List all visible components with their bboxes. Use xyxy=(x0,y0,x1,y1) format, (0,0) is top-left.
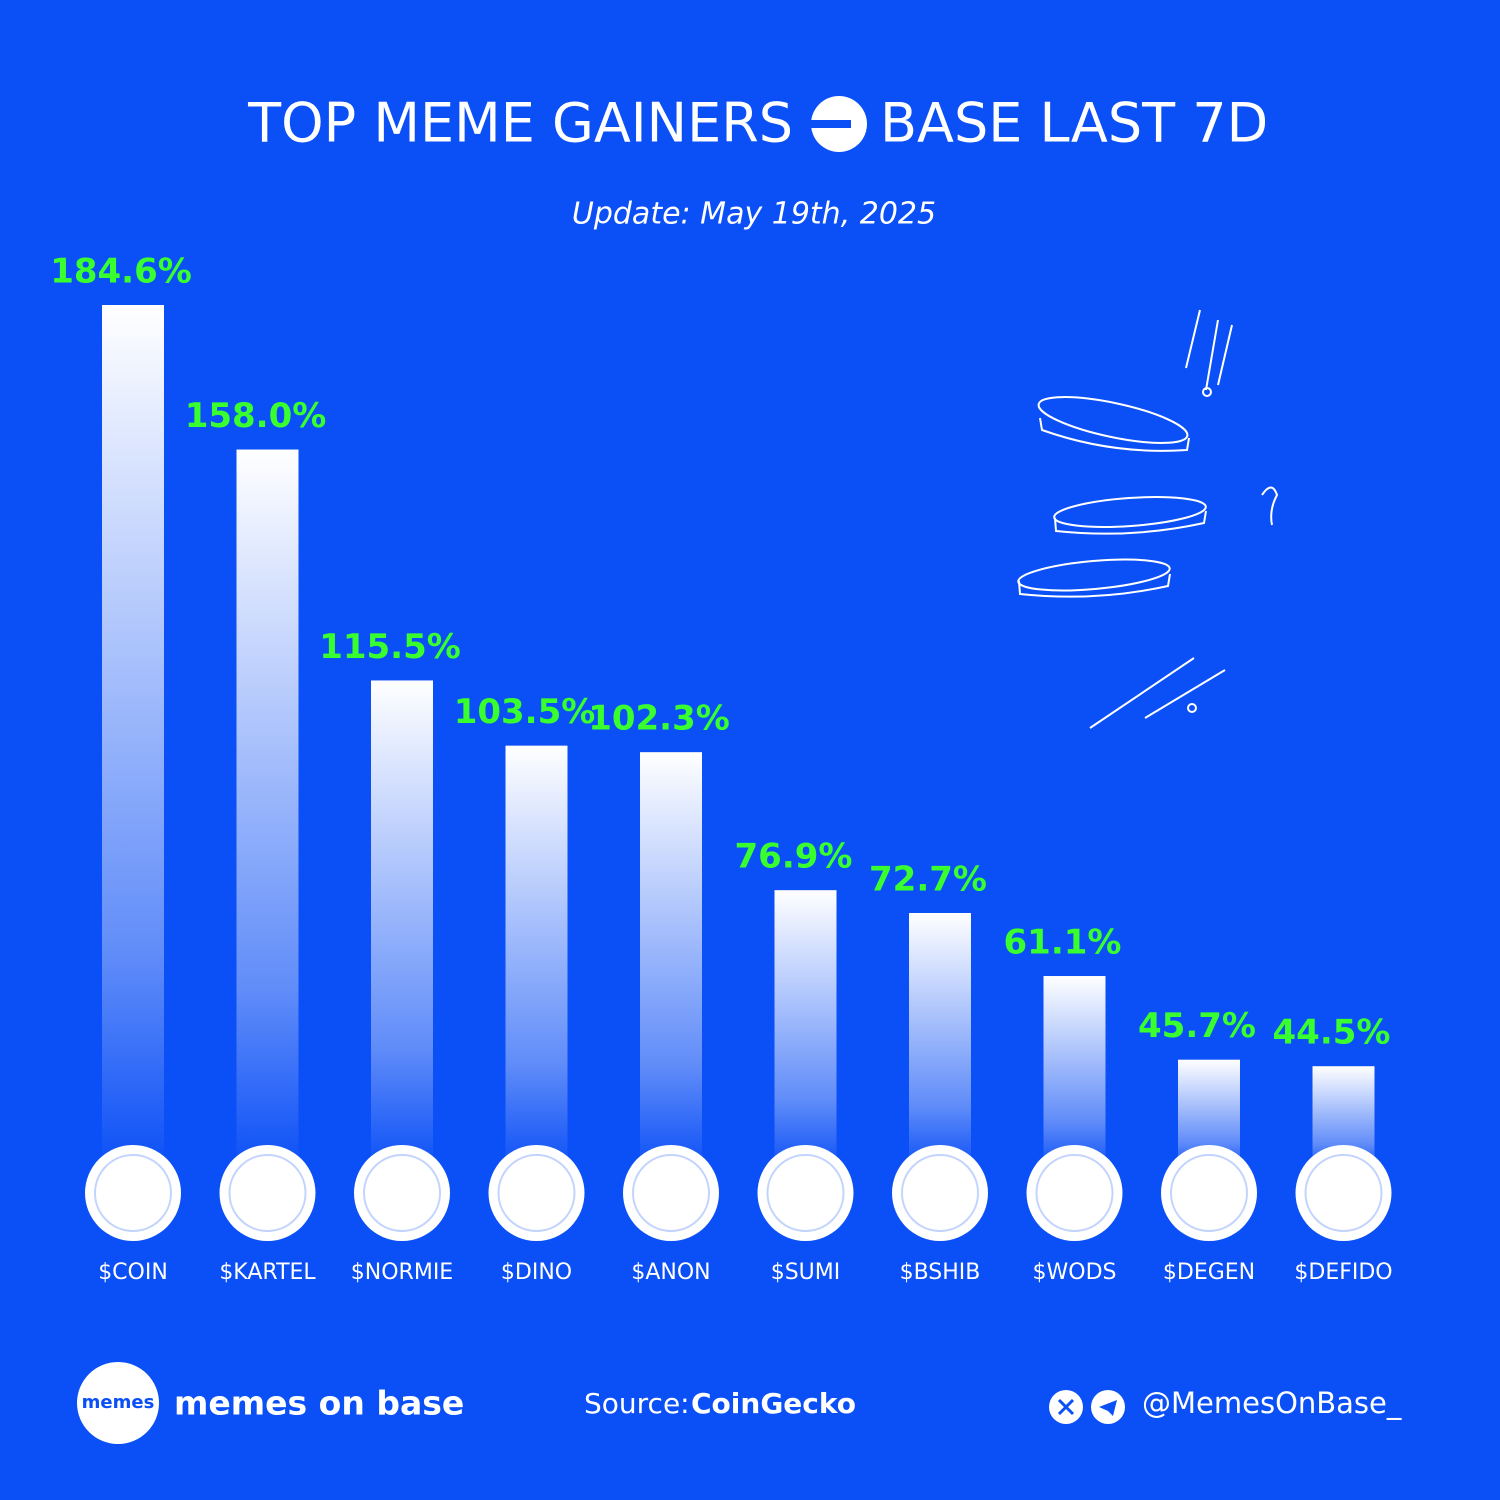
x-tick-label: $WODS xyxy=(1033,1260,1117,1285)
value-label: 61.1% xyxy=(1004,923,1122,963)
token-icon xyxy=(354,1145,450,1241)
x-tick-label: $NORMIE xyxy=(351,1260,453,1285)
token-icon xyxy=(623,1145,719,1241)
chart-title: BASE LAST 7D xyxy=(880,92,1268,155)
source-name: CoinGecko xyxy=(691,1387,856,1420)
token-icon-inner xyxy=(1170,1154,1248,1232)
token-icon xyxy=(1161,1145,1257,1241)
value-label: 45.7% xyxy=(1138,1006,1256,1046)
token-icon-inner xyxy=(632,1154,710,1232)
value-label: 158.0% xyxy=(185,396,327,436)
token-icon-inner xyxy=(1035,1154,1114,1232)
token-icon xyxy=(1026,1145,1123,1241)
value-label: 184.6% xyxy=(50,252,192,292)
value-label: 44.5% xyxy=(1273,1013,1391,1053)
telegram-icon-glyph xyxy=(1099,1400,1117,1416)
bar xyxy=(505,745,568,1170)
token-icon-inner xyxy=(766,1154,845,1232)
x-tick-label: $BSHIB xyxy=(900,1260,981,1285)
value-label: 102.3% xyxy=(588,699,730,739)
source-label: Source: xyxy=(584,1387,690,1420)
token-icon xyxy=(1295,1145,1392,1241)
token-icon xyxy=(892,1145,988,1241)
value-label: 103.5% xyxy=(454,692,596,732)
brand-logo xyxy=(77,1362,159,1444)
x-tick-label: $DEFIDO xyxy=(1294,1260,1392,1285)
bar xyxy=(102,305,164,1170)
x-tick-label: $SUMI xyxy=(771,1260,841,1285)
bar xyxy=(1043,976,1106,1170)
token-icon-inner xyxy=(228,1154,307,1232)
token-icon-inner xyxy=(497,1154,576,1232)
chart-subtitle: Update: May 19th, 2025 xyxy=(572,197,936,232)
token-icon-inner xyxy=(94,1154,172,1232)
bar xyxy=(774,890,837,1170)
x-tick-label: $DINO xyxy=(501,1260,572,1285)
chart-title: TOP MEME GAINERS xyxy=(247,92,793,155)
bar xyxy=(371,680,433,1170)
bar xyxy=(236,449,299,1171)
bar xyxy=(909,912,971,1170)
value-label: 72.7% xyxy=(869,859,987,899)
token-icon xyxy=(488,1145,585,1241)
token-icon xyxy=(757,1145,854,1241)
x-icon-glyph xyxy=(1057,1398,1075,1416)
token-icon-inner xyxy=(901,1154,979,1232)
footer: memes memes on base Source: CoinGecko @M… xyxy=(77,1362,1402,1444)
value-label: 115.5% xyxy=(319,627,461,667)
brand-logo-text: memes xyxy=(82,1392,155,1413)
token-icon-inner xyxy=(1304,1154,1383,1232)
x-tick-label: $KARTEL xyxy=(219,1260,316,1285)
social-handle: @MemesOnBase_ xyxy=(1142,1386,1402,1420)
brand-name: memes on base xyxy=(174,1384,464,1423)
token-icon xyxy=(85,1145,181,1241)
bar xyxy=(640,752,702,1170)
x-tick-label: $DEGEN xyxy=(1163,1260,1255,1285)
x-tick-label: $COIN xyxy=(98,1260,168,1285)
x-tick-label: $ANON xyxy=(631,1260,710,1285)
token-icon-inner xyxy=(363,1154,441,1232)
token-icon xyxy=(219,1145,316,1241)
coins-doodle xyxy=(1017,309,1279,729)
value-label: 76.9% xyxy=(735,837,853,877)
base-logo xyxy=(811,96,867,152)
